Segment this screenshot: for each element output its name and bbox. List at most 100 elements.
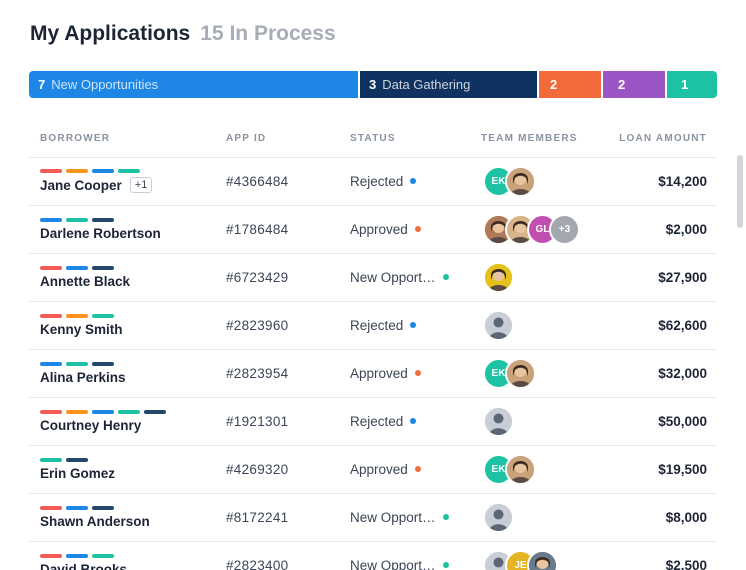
- default-avatar-icon[interactable]: [483, 405, 514, 437]
- loan-amount: $2,500: [601, 541, 717, 570]
- borrower-name[interactable]: Shawn Anderson: [40, 513, 150, 529]
- tag-bar: [66, 265, 88, 270]
- team-cell: [481, 493, 601, 542]
- tag-bar: [40, 217, 62, 222]
- borrower-name-wrap: Annette Black: [40, 274, 226, 289]
- table-row[interactable]: Shawn Anderson #8172241 New Opport… $8,000: [29, 493, 717, 542]
- pipeline-segment[interactable]: 1: [667, 71, 717, 98]
- table-row[interactable]: Alina Perkins #2823954 Approved EK $32,000: [29, 349, 717, 398]
- status-dot: [442, 274, 449, 280]
- borrower-name[interactable]: Jane Cooper: [40, 177, 122, 193]
- borrower-cell: David Brooks: [29, 541, 226, 570]
- team-cell: GL +3: [481, 205, 601, 254]
- borrower-name-wrap: Jane Cooper +1: [40, 177, 226, 193]
- status-label: Approved: [350, 462, 481, 477]
- app-id[interactable]: #4269320: [226, 445, 350, 494]
- borrower-cell: Annette Black: [29, 253, 226, 302]
- borrower-name[interactable]: David Brooks: [40, 561, 128, 570]
- status-dot: [442, 514, 449, 520]
- tag-bar: [92, 265, 114, 270]
- app-id[interactable]: #4366484: [226, 157, 350, 206]
- app-id[interactable]: #8172241: [226, 493, 350, 542]
- status-label: Approved: [350, 222, 481, 237]
- pipeline-segment[interactable]: 7 New Opportunities: [29, 71, 358, 98]
- pipeline-segment-count: 3: [369, 77, 377, 92]
- additional-borrowers-badge[interactable]: +1: [129, 177, 153, 193]
- borrower-name-wrap: Darlene Robertson: [40, 226, 226, 241]
- app-id[interactable]: #2823960: [226, 301, 350, 350]
- tag-bar: [40, 313, 62, 318]
- borrower-tags: [40, 505, 226, 510]
- table-row[interactable]: Kenny Smith #2823960 Rejected $62,600: [29, 301, 717, 350]
- tag-bar: [118, 169, 140, 173]
- team-avatars: EK: [481, 357, 601, 389]
- pipeline-segment[interactable]: 2: [539, 71, 601, 98]
- column-header-borrower[interactable]: BORROWER: [29, 120, 226, 158]
- loan-amount: $32,000: [601, 349, 717, 398]
- page-title: My Applications: [30, 22, 191, 45]
- tag-bar: [66, 505, 88, 510]
- table-row[interactable]: Annette Black #6723429 New Opport… $27,900: [29, 253, 717, 302]
- table-row[interactable]: Erin Gomez #4269320 Approved EK $19,500: [29, 445, 717, 494]
- table-row[interactable]: Darlene Robertson #1786484 Approved GL +3 $2,…: [29, 205, 717, 254]
- app-id[interactable]: #2823400: [226, 541, 350, 570]
- column-header-status[interactable]: STATUS: [350, 120, 481, 158]
- table-row[interactable]: Jane Cooper +1 #4366484 Rejected EK $14,200: [29, 157, 717, 206]
- avatar-photo[interactable]: [505, 453, 536, 485]
- app-id[interactable]: #2823954: [226, 349, 350, 398]
- tag-bar: [92, 409, 114, 414]
- borrower-name[interactable]: Kenny Smith: [40, 321, 123, 337]
- borrower-name[interactable]: Alina Perkins: [40, 369, 126, 385]
- status-label: Rejected: [350, 414, 481, 429]
- default-avatar-icon[interactable]: [483, 309, 514, 341]
- avatar-photo[interactable]: [483, 261, 514, 293]
- team-avatars: EK: [481, 453, 601, 485]
- tag-bar: [40, 409, 62, 414]
- team-avatars: [481, 405, 601, 437]
- app-id[interactable]: #1921301: [226, 397, 350, 446]
- page-header: My Applications 15 In Process: [30, 22, 336, 46]
- team-avatars: EK: [481, 165, 601, 197]
- app-id[interactable]: #1786484: [226, 205, 350, 254]
- borrower-name-wrap: Courtney Henry: [40, 418, 226, 433]
- borrower-cell: Shawn Anderson: [29, 493, 226, 542]
- borrower-name[interactable]: Annette Black: [40, 273, 131, 289]
- team-cell: JE: [481, 541, 601, 570]
- applications-table: BORROWER APP ID STATUS TEAM MEMBERS LOAN…: [29, 120, 717, 570]
- loan-amount: $14,200: [601, 157, 717, 206]
- pipeline-segment[interactable]: 2: [603, 71, 665, 98]
- borrower-name[interactable]: Erin Gomez: [40, 465, 116, 481]
- loan-amount: $27,900: [601, 253, 717, 302]
- table-row[interactable]: Courtney Henry #1921301 Rejected $50,000: [29, 397, 717, 446]
- tag-bar: [92, 217, 114, 222]
- status-cell: Approved: [350, 205, 481, 254]
- status-label: Rejected: [350, 174, 481, 189]
- tag-bar: [92, 313, 114, 318]
- status-text: New Opport…: [350, 557, 436, 570]
- avatar-photo[interactable]: [505, 165, 536, 197]
- tag-bar: [40, 169, 62, 173]
- more-members-avatar[interactable]: +3: [549, 213, 580, 245]
- avatar-photo[interactable]: [505, 357, 536, 389]
- borrower-name[interactable]: Courtney Henry: [40, 417, 142, 433]
- scrollbar-thumb[interactable]: [737, 155, 743, 228]
- tag-bar: [118, 409, 140, 414]
- status-cell: Approved: [350, 445, 481, 494]
- status-dot: [410, 418, 417, 424]
- status-text: Approved: [350, 365, 408, 381]
- avatar-photo[interactable]: [527, 549, 558, 570]
- default-avatar-icon[interactable]: [483, 501, 514, 533]
- pipeline-segment[interactable]: 3 Data Gathering: [360, 71, 537, 98]
- column-header-team-members[interactable]: TEAM MEMBERS: [481, 120, 601, 158]
- tag-bar: [144, 409, 166, 414]
- tag-bar: [66, 313, 88, 318]
- column-header-loan-amount[interactable]: LOAN AMOUNT: [601, 120, 717, 158]
- status-text: Rejected: [350, 317, 404, 333]
- table-row[interactable]: David Brooks #2823400 New Opport… JE $2,500: [29, 541, 717, 570]
- column-header-app-id[interactable]: APP ID: [226, 120, 350, 158]
- table-header-row: BORROWER APP ID STATUS TEAM MEMBERS LOAN…: [29, 120, 717, 158]
- borrower-name[interactable]: Darlene Robertson: [40, 225, 161, 241]
- tag-bar: [66, 553, 88, 558]
- app-id[interactable]: #6723429: [226, 253, 350, 302]
- borrower-name-wrap: Erin Gomez: [40, 466, 226, 481]
